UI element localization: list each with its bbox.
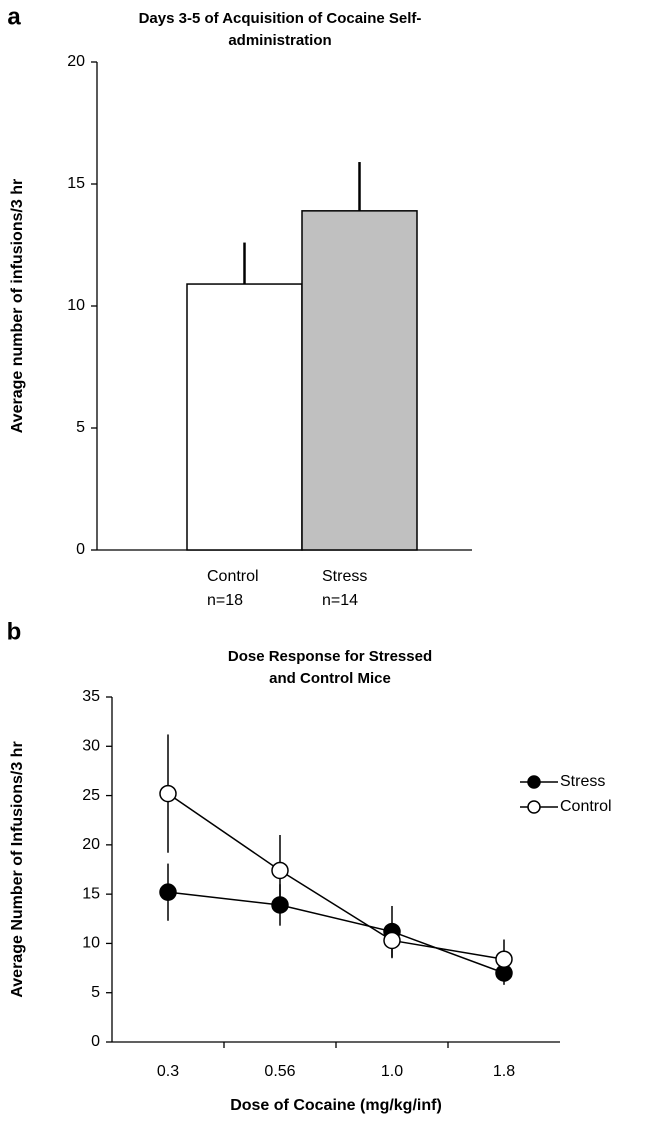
marker <box>159 784 177 803</box>
marker <box>495 950 513 968</box>
y-tick-label: 15 <box>82 885 100 902</box>
y-tick-label: 5 <box>76 419 85 436</box>
y-tick-label: 30 <box>82 738 100 755</box>
series-line <box>167 891 505 974</box>
marker <box>271 896 289 914</box>
marker <box>383 931 401 950</box>
y-tick-label: 5 <box>91 984 100 1001</box>
series-line <box>167 792 505 960</box>
legend-marker <box>527 775 541 789</box>
x-tick-label: 0.56 <box>264 1063 295 1080</box>
x-tick-label: 1.8 <box>493 1063 515 1080</box>
x-axis-label: Dose of Cocaine (mg/kg/inf) <box>230 1097 442 1114</box>
x-tick-label: Control <box>207 568 259 585</box>
legend-label: Control <box>560 798 612 815</box>
y-axis-label: Average Number of Infusions/3 hr <box>9 741 26 997</box>
marker <box>159 883 177 901</box>
y-tick-label: 15 <box>67 175 85 192</box>
n-label: n=14 <box>322 592 358 609</box>
x-tick-label: 0.3 <box>157 1063 179 1080</box>
y-tick-label: 0 <box>91 1033 100 1050</box>
y-tick-label: 25 <box>82 787 100 804</box>
chart-title: Dose Response for Stressed and Control M… <box>227 648 433 687</box>
panel-label: b <box>7 618 22 645</box>
y-tick-label: 10 <box>82 935 100 952</box>
y-tick-label: 20 <box>82 836 100 853</box>
y-tick-label: 0 <box>76 541 85 558</box>
marker <box>271 861 289 880</box>
x-tick-label: 1.0 <box>381 1063 403 1080</box>
n-label: n=18 <box>207 592 243 609</box>
y-tick-label: 20 <box>67 53 85 70</box>
chart-title: Days 3-5 of Acquisition of Cocaine Self-… <box>138 10 422 49</box>
y-axis-label: Average number of infusions/3 hr <box>9 179 26 434</box>
x-tick-label: Stress <box>322 568 367 585</box>
bar <box>186 283 303 551</box>
legend-marker <box>527 800 541 814</box>
y-tick-label: 10 <box>67 297 85 314</box>
legend-label: Stress <box>560 773 605 790</box>
y-tick-label: 35 <box>82 688 100 705</box>
panel-label: a <box>7 3 21 30</box>
bar <box>301 210 418 551</box>
